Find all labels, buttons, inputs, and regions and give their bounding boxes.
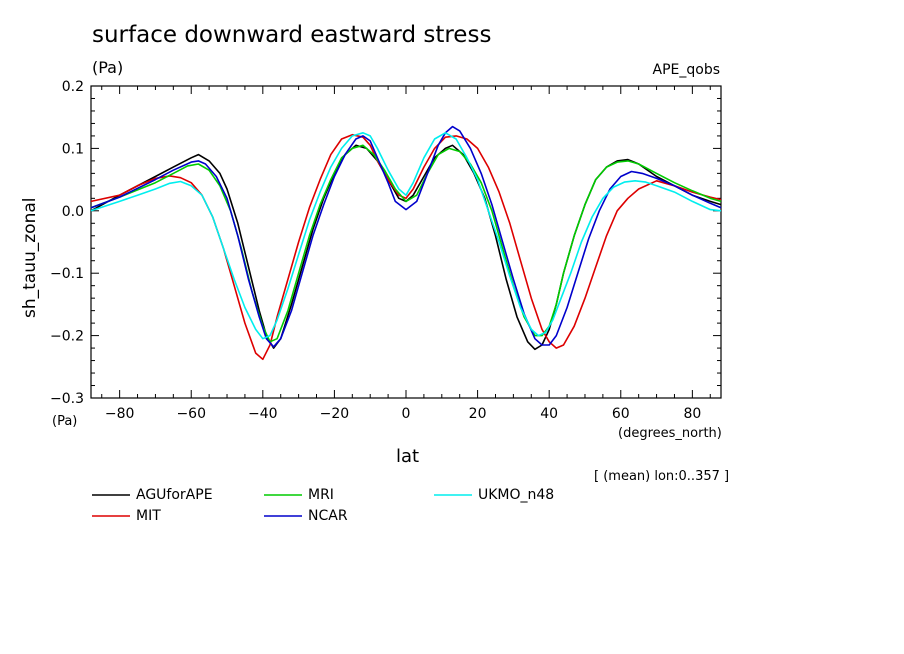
legend-label-2: MRI [308, 487, 334, 503]
legend-label-0: AGUforAPE [136, 487, 213, 503]
series-line-MRI [90, 144, 722, 343]
legend-label-1: MIT [136, 508, 161, 524]
x-tick-label: −20 [320, 406, 350, 422]
x-tick-label: −60 [176, 406, 206, 422]
series-line-MIT [90, 133, 722, 361]
y-axis-unit: (Pa) [52, 414, 78, 429]
legend-label-4: UKMO_n48 [478, 487, 555, 503]
x-tick-label: 60 [612, 406, 630, 422]
series-line-NCAR [90, 125, 722, 348]
run-label: APE_qobs [652, 62, 721, 78]
x-tick-label: 0 [402, 406, 411, 422]
x-tick-label: 20 [469, 406, 487, 422]
y-tick-label: 0.1 [62, 141, 84, 157]
y-tick-label: −0.1 [50, 266, 84, 282]
title-unit: (Pa) [92, 58, 124, 77]
x-axis-label: lat [396, 446, 420, 467]
mean-note: [ (mean) lon:0..357 ] [594, 469, 730, 484]
x-tick-label: −40 [248, 406, 278, 422]
y-tick-label: −0.2 [50, 329, 84, 345]
series-line-UKMO_n48 [90, 132, 722, 340]
x-tick-label: −80 [105, 406, 135, 422]
x-tick-label: 40 [540, 406, 558, 422]
y-tick-label: 0.2 [62, 79, 84, 95]
x-axis-unit: (degrees_north) [618, 426, 722, 441]
y-tick-label: 0.0 [62, 204, 84, 220]
series-line-AGUforAPE [90, 144, 722, 351]
x-tick-label: 80 [683, 406, 701, 422]
chart-title: surface downward eastward stress [92, 22, 492, 48]
plot-frame [90, 85, 722, 399]
y-tick-label: −0.3 [50, 391, 84, 407]
legend-label-3: NCAR [308, 508, 348, 524]
